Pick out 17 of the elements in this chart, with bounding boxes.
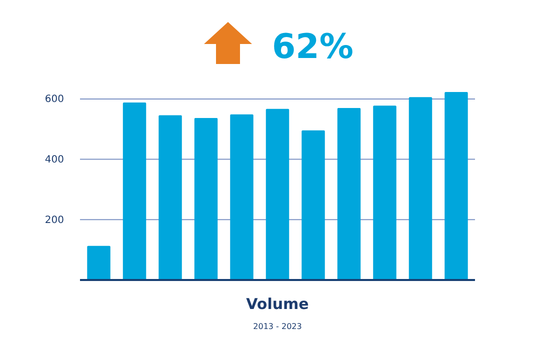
bar	[158, 115, 182, 280]
bar	[266, 108, 290, 280]
bar	[373, 106, 396, 280]
bar	[302, 130, 325, 280]
x-axis-title: Volume	[246, 295, 309, 313]
y-tick-label: 600	[44, 94, 64, 106]
bar	[444, 92, 468, 280]
bar	[87, 246, 110, 280]
text: 2013 - 2023	[253, 322, 302, 331]
y-tick-label: 400	[44, 154, 64, 166]
bar	[408, 97, 432, 280]
bar	[194, 118, 218, 280]
bar	[122, 102, 146, 280]
chart-title: 62%	[272, 27, 354, 67]
y-tick-label: 200	[44, 214, 64, 226]
bar	[230, 114, 254, 280]
bar	[337, 108, 361, 280]
